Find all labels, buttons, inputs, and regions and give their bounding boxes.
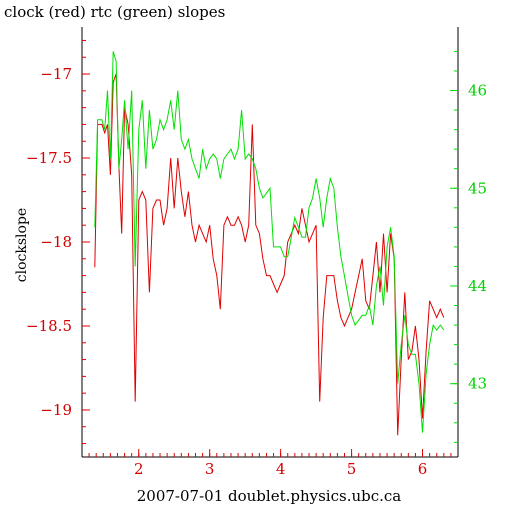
- x-tick-label: 3: [205, 460, 215, 478]
- left-tick-label: −19: [40, 401, 72, 419]
- y-axis-label: clockslope: [14, 208, 30, 282]
- x-tick-label: 6: [418, 460, 428, 478]
- left-tick-label: −18: [40, 233, 72, 251]
- left-tick-label: −17: [40, 65, 72, 83]
- chart-title: clock (red) rtc (green) slopes: [4, 3, 225, 21]
- x-tick-label: 4: [276, 460, 286, 478]
- right-tick-label: 43: [468, 375, 487, 393]
- rtc-series-line: [94, 51, 445, 433]
- right-tick-label: 45: [468, 179, 487, 197]
- clock-series-line: [94, 73, 445, 436]
- left-tick-label: −17.5: [26, 149, 72, 167]
- right-tick-label: 44: [468, 277, 487, 295]
- right-tick-label: 46: [468, 82, 487, 100]
- x-tick-label: 2: [134, 460, 144, 478]
- x-tick-label: 5: [347, 460, 357, 478]
- left-tick-label: −18.5: [26, 317, 72, 335]
- right-axis: 46 45 44 43: [450, 50, 487, 443]
- series-layer: [94, 51, 445, 436]
- x-axis-label: 2007-07-01 doublet.physics.ubc.ca: [137, 487, 402, 505]
- left-axis: −17 −17.5 −18 −18.5 −19: [26, 39, 90, 445]
- x-axis: 2 3 4 5 6: [88, 449, 452, 478]
